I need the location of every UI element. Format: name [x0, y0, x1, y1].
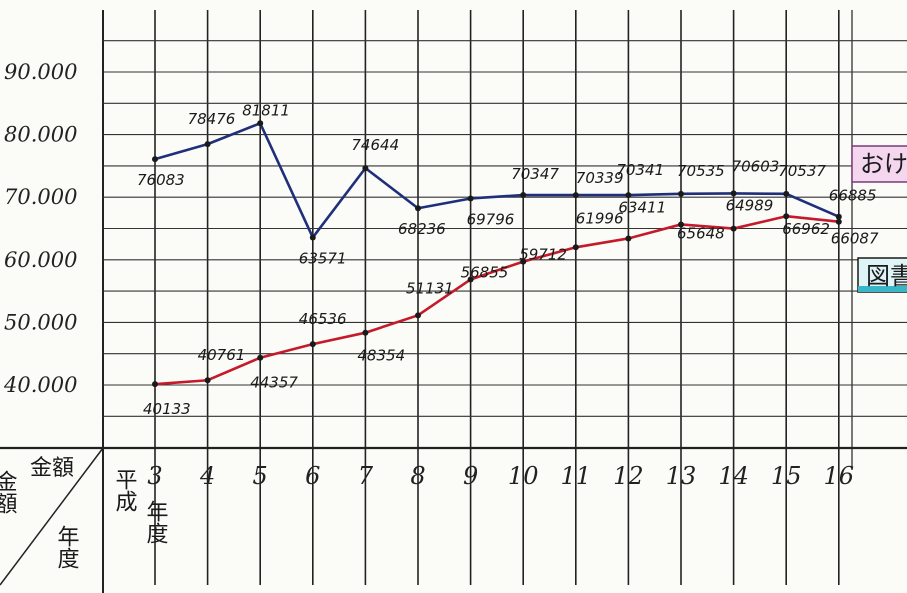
- x-tick-label: 7: [358, 462, 374, 490]
- red-series-point: [730, 225, 737, 232]
- x-tick-label: 12: [613, 462, 644, 490]
- x-tick-label: 4: [199, 462, 215, 490]
- red-data-label: 64989: [726, 197, 774, 215]
- grid-lines: [0, 10, 907, 593]
- x-tick-label: 14: [718, 462, 749, 490]
- red-series-line: [154, 214, 839, 386]
- x-era-suffix: 年度: [143, 500, 169, 544]
- red-data-label: 66962: [782, 220, 830, 238]
- red-data-label: 63411: [618, 198, 666, 216]
- red-data-label: 65648: [677, 224, 725, 242]
- red-data-label: 40133: [143, 400, 191, 418]
- y-axis: 40.000 50.000 60.000 70.000 80.000 90.000: [3, 60, 77, 397]
- x-tick-label: 10: [508, 462, 539, 490]
- y-tick-label: 40.000: [3, 373, 77, 397]
- red-series-point: [835, 218, 842, 225]
- red-data-label: 61996: [576, 209, 624, 227]
- blue-series-point: [309, 234, 316, 241]
- blue-data-label: 66885: [829, 187, 877, 205]
- x-tick-label: 13: [666, 462, 697, 490]
- red-series-point: [152, 381, 158, 388]
- series-lines: [152, 120, 842, 388]
- x-tick-label: 11: [561, 462, 592, 490]
- red-series-point: [415, 312, 421, 319]
- legend-swatch-2-stripe: [858, 286, 907, 292]
- blue-data-label: 76083: [137, 171, 185, 189]
- blue-data-label: 68236: [398, 220, 446, 238]
- blue-series-point: [520, 192, 527, 199]
- blue-series-point: [783, 190, 790, 197]
- red-series-point: [309, 341, 316, 348]
- red-data-label: 46536: [299, 310, 347, 328]
- y-tick-label: 50.000: [4, 310, 77, 334]
- blue-data-label: 70535: [677, 162, 725, 180]
- blue-series-point: [415, 205, 421, 212]
- blue-data-label: 70341: [616, 161, 664, 179]
- blue-data-label: 70339: [576, 169, 624, 187]
- legend-item-1: おけ: [860, 150, 907, 178]
- y-tick-label: 70.000: [4, 185, 77, 209]
- blue-series-point: [835, 213, 842, 220]
- blue-series-point: [467, 195, 474, 202]
- corner-header-amount: 金額: [30, 456, 74, 481]
- red-series-point: [783, 213, 790, 220]
- red-series-point: [467, 276, 474, 283]
- corner-header-left: 金額: [0, 470, 18, 514]
- x-tick-label: 3: [147, 462, 162, 490]
- red-data-label: 48354: [357, 347, 405, 365]
- blue-series-point: [730, 190, 737, 197]
- blue-data-label: 70537: [778, 162, 826, 180]
- x-tick-label: 9: [463, 462, 478, 490]
- blue-series-point: [572, 192, 579, 199]
- blue-data-label: 74644: [351, 136, 399, 154]
- blue-data-label: 70347: [511, 165, 559, 183]
- red-data-label: 44357: [250, 374, 298, 392]
- y-tick-label: 80.000: [4, 123, 77, 147]
- legend: おけ 図書: [851, 145, 907, 293]
- red-data-label: 59712: [519, 246, 567, 264]
- red-data-label: 56855: [461, 263, 509, 281]
- blue-series-point: [152, 156, 158, 163]
- red-series-point: [257, 354, 264, 361]
- legend-item-2: 図書: [866, 262, 907, 290]
- blue-series-point: [362, 165, 369, 172]
- red-data-label: 66087: [831, 230, 879, 248]
- blue-data-label: 63571: [299, 249, 347, 267]
- y-tick-label: 60.000: [4, 248, 77, 272]
- x-tick-label: 5: [253, 462, 268, 490]
- corner-header: 金額 年度 金額: [0, 447, 104, 586]
- x-tick-label: 8: [410, 462, 425, 490]
- red-data-label: 51131: [406, 279, 454, 297]
- blue-data-label: 70603: [732, 157, 780, 175]
- blue-series-line: [154, 121, 840, 239]
- red-series-point: [520, 258, 527, 265]
- blue-data-label: 69796: [467, 210, 515, 228]
- corner-header-year: 年度: [54, 525, 80, 569]
- x-era-prefix: 平成: [112, 468, 138, 512]
- red-data-label: 40761: [198, 346, 246, 364]
- blue-series-point: [204, 141, 211, 148]
- red-series-point: [204, 377, 211, 384]
- x-tick-label: 6: [305, 462, 320, 490]
- x-tick-label: 15: [771, 462, 802, 490]
- red-series-point: [362, 329, 369, 336]
- blue-series-point: [678, 190, 684, 197]
- blue-data-label: 81811: [242, 101, 290, 119]
- data-labels: 76083 78476 81811 63571 74644 68236 69796 70347…: [137, 101, 879, 418]
- red-series-point: [678, 221, 684, 228]
- red-series-point: [572, 244, 579, 251]
- red-series-point: [625, 235, 632, 242]
- x-tick-label: 16: [824, 462, 855, 490]
- blue-series-point: [625, 192, 632, 199]
- legend-swatch-1: [851, 145, 907, 183]
- y-tick-label: 90.000: [4, 60, 77, 84]
- blue-data-label: 78476: [188, 110, 236, 128]
- blue-series-point: [257, 120, 264, 127]
